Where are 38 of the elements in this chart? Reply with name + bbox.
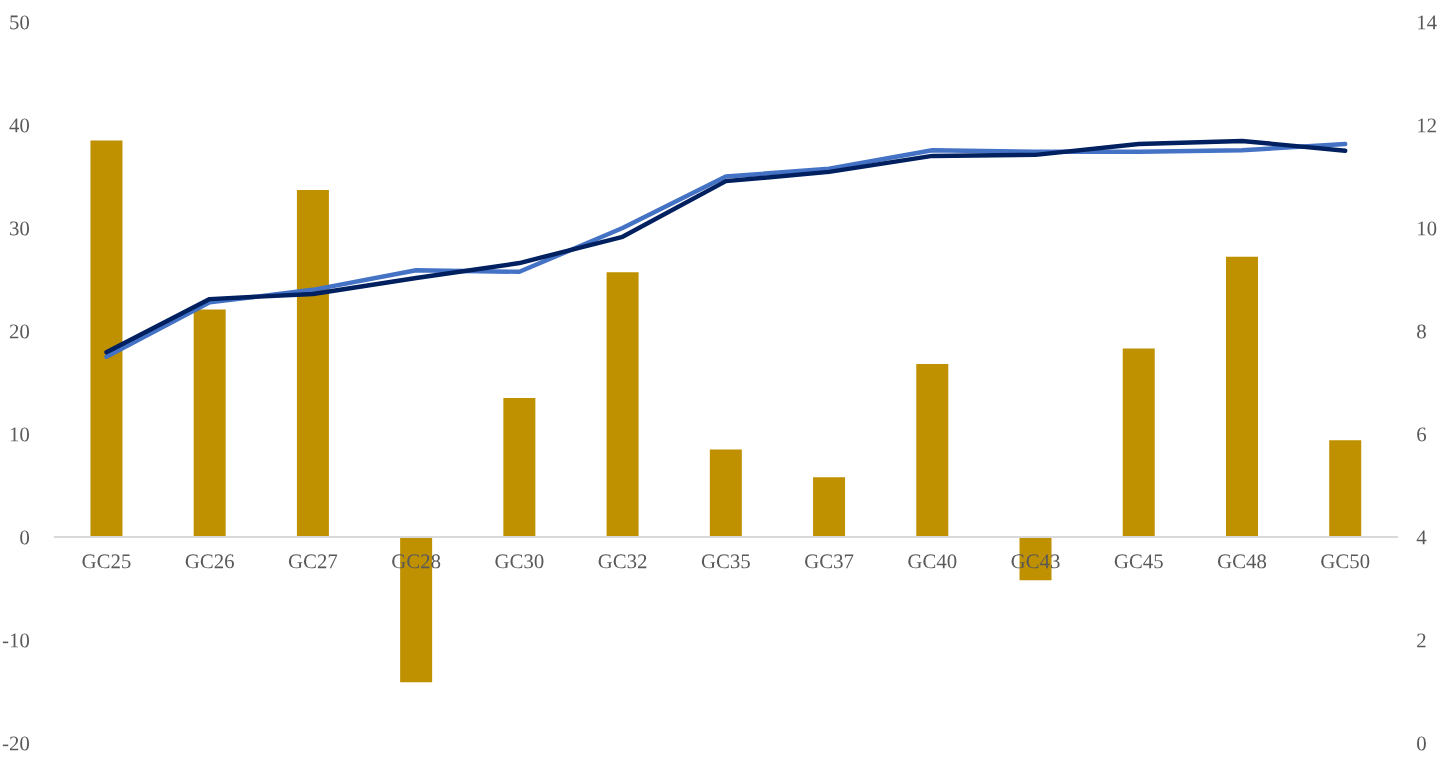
y2-tick-label: 6 (1417, 427, 1427, 442)
y2-tick-label: 10 (1418, 221, 1437, 236)
bar (1122, 348, 1155, 538)
y-tick-label: 0 (20, 530, 30, 545)
bar (606, 272, 639, 538)
y-tick-label: 50 (10, 15, 30, 30)
x-tick-label: GC40 (908, 554, 957, 569)
bar (709, 449, 742, 538)
x-tick-label: GC45 (1114, 554, 1163, 569)
y2-tick-label: 0 (1417, 736, 1426, 751)
x-tick-label: GC48 (1217, 554, 1267, 569)
x-tick-label: GC35 (701, 554, 750, 569)
bar (296, 189, 329, 538)
bar (193, 309, 226, 538)
y2-tick-label: 8 (1417, 324, 1426, 339)
bar (813, 477, 846, 538)
bar (1329, 440, 1362, 538)
x-tick-label: GC25 (82, 554, 131, 569)
y-tick-label: -10 (2, 633, 30, 648)
x-tick-label: GC27 (288, 554, 338, 569)
bar (503, 397, 536, 538)
y-tick-label: 30 (10, 221, 30, 236)
y2-tick-label: 4 (1416, 530, 1427, 545)
x-tick-label: GC50 (1321, 554, 1370, 569)
x-tick-label: GC30 (495, 554, 544, 569)
bar (916, 363, 949, 538)
y2-tick-label: 12 (1418, 118, 1436, 133)
y-tick-label: 20 (9, 324, 30, 339)
y-tick-label: 10 (10, 427, 30, 442)
y2-tick-label: 2 (1417, 633, 1426, 648)
y2-tick-label: 14 (1418, 15, 1437, 30)
x-tick-label: GC26 (185, 554, 234, 569)
y-tick-label: 40 (9, 118, 30, 133)
x-tick-label: GC37 (805, 554, 854, 569)
bar (90, 140, 123, 538)
x-tick-label: GC32 (598, 554, 647, 569)
bar (1225, 256, 1258, 538)
y-tick-label: -20 (2, 736, 30, 751)
